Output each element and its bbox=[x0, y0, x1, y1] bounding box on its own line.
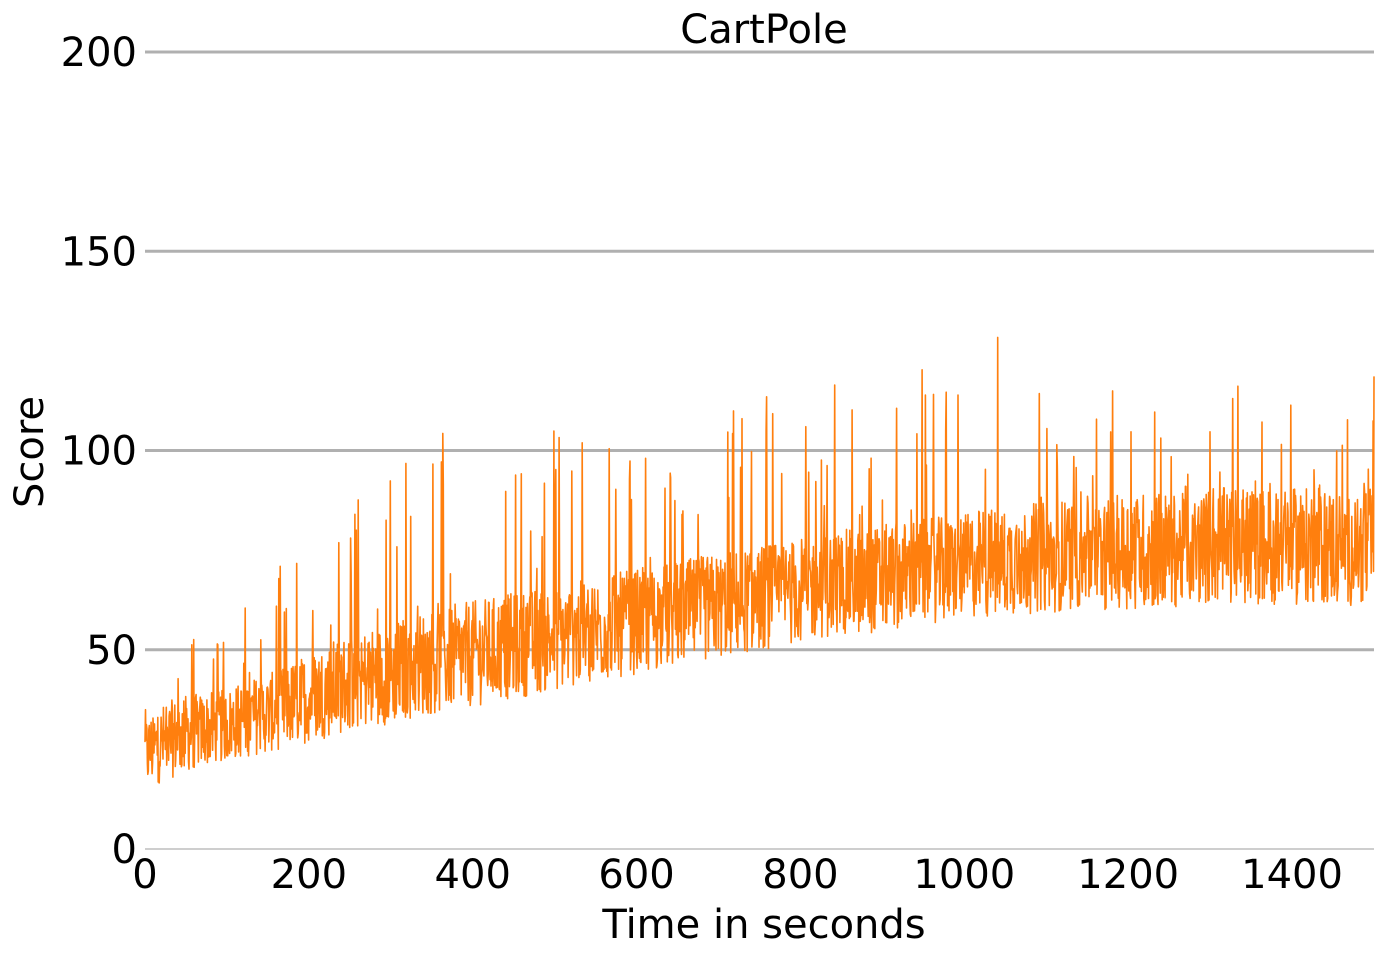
chart-title: CartPole bbox=[680, 7, 847, 53]
x-tick-label: 1200 bbox=[1077, 852, 1179, 898]
y-tick-labels: 0 50 100 150 200 bbox=[61, 30, 137, 873]
grid-lines bbox=[145, 50, 1374, 652]
x-tick-label: 0 bbox=[132, 852, 157, 898]
y-tick-label: 50 bbox=[86, 628, 137, 674]
x-tick-label: 200 bbox=[271, 852, 347, 898]
x-tick-label: 600 bbox=[598, 852, 674, 898]
x-tick-label: 1400 bbox=[1241, 852, 1343, 898]
y-tick-label: 200 bbox=[61, 30, 137, 76]
x-tick-label: 1000 bbox=[913, 852, 1015, 898]
x-axis-label: Time in seconds bbox=[601, 902, 925, 948]
y-axis-label: Score bbox=[7, 396, 53, 508]
x-tick-label: 800 bbox=[762, 852, 838, 898]
series-0 bbox=[144, 336, 1375, 784]
x-tick-labels: 0 200 400 600 800 1000 1200 1400 bbox=[132, 852, 1343, 898]
series-layer bbox=[144, 336, 1375, 784]
y-tick-label: 100 bbox=[61, 429, 137, 475]
y-tick-label: 0 bbox=[112, 827, 137, 873]
y-tick-label: 150 bbox=[61, 229, 137, 275]
series-line bbox=[144, 336, 1375, 784]
x-tick-label: 400 bbox=[435, 852, 511, 898]
